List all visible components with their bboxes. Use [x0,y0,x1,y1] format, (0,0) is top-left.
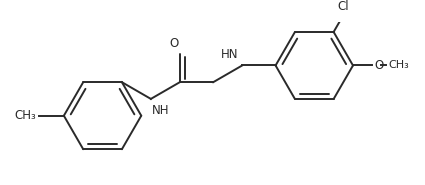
Text: O: O [169,37,178,50]
Text: HN: HN [221,48,239,61]
Text: CH₃: CH₃ [388,60,409,70]
Text: O: O [374,59,383,72]
Text: Cl: Cl [337,0,349,13]
Text: NH: NH [152,104,169,117]
Text: CH₃: CH₃ [15,109,37,122]
